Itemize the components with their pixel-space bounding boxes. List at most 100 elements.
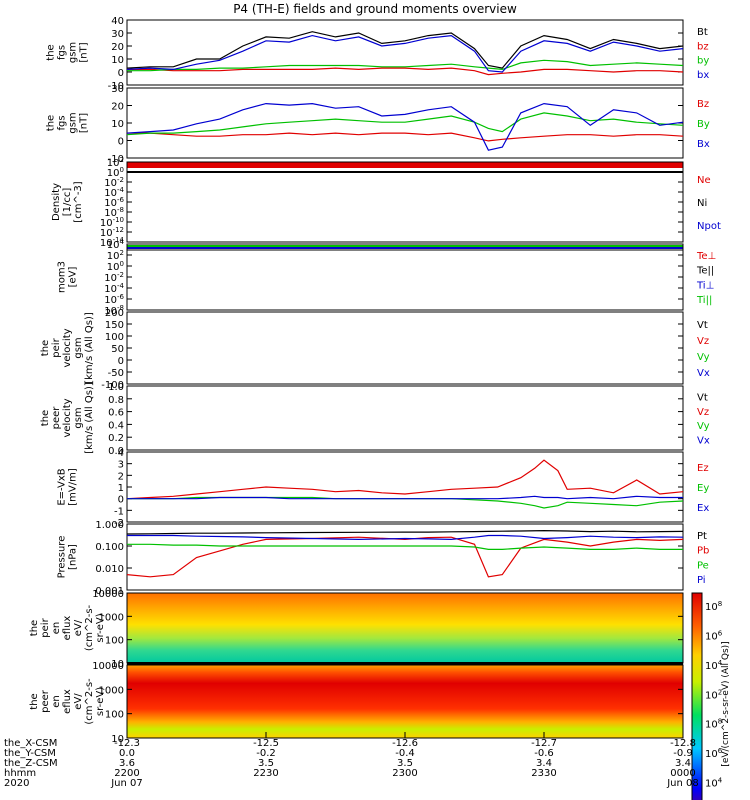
legend-Vz: Vz — [697, 336, 709, 347]
panel-frame — [126, 243, 684, 311]
y-axis-label: peer — [40, 689, 51, 713]
panel-frame — [126, 385, 684, 451]
y-tick-label: 0.8 — [108, 395, 124, 406]
y-axis-label: the — [40, 410, 51, 426]
y-axis-label: fgs — [57, 115, 68, 130]
y-tick-label: -100 — [101, 380, 124, 391]
x-tick-label: -12.5 — [253, 738, 279, 749]
colorbar-label: [eV/(cm^2-s-sr-eV) (All Qs)] — [721, 641, 731, 766]
y-axis-label: peir — [40, 617, 51, 637]
series-bx — [126, 34, 684, 73]
y-tick-label: 10-8 — [104, 304, 124, 317]
figure-title: P4 (TH-E) fields and ground moments over… — [233, 2, 517, 16]
y-axis-label: [nPa] — [68, 544, 79, 570]
panel-peer_eflux: 10000 1000 100 10 the peer en eflux eV/(cm^2-s-s… — [29, 661, 684, 745]
x-tick-label: 3.5 — [397, 758, 413, 769]
y-tick-label: -1 — [114, 506, 124, 517]
y-tick-label: 10000 — [92, 661, 124, 672]
y-tick-label: 10-4 — [104, 282, 124, 295]
legend-Vy: Vy — [697, 352, 710, 363]
legend-Vt: Vt — [697, 320, 708, 331]
y-tick-label: 10-6 — [104, 293, 124, 306]
colorbar-tick-label: 106 — [705, 629, 723, 642]
legend-By: By — [697, 119, 710, 130]
y-tick-label: 0.4 — [108, 420, 124, 431]
density-ne-band — [127, 162, 683, 168]
x-tick-label: 3.4 — [675, 758, 691, 769]
legend-Ti⊥: Ti⊥ — [696, 280, 714, 291]
x-tick-label: -12.3 — [114, 738, 140, 749]
series-Ex — [127, 495, 683, 500]
x-tick-label: -12.7 — [531, 738, 557, 749]
y-tick-label: 20 — [111, 102, 124, 113]
y-axis-label: [mV/m] — [68, 468, 79, 506]
y-tick-label: 100 — [107, 166, 124, 179]
y-axis-label: peir — [51, 337, 62, 357]
series-By — [126, 112, 684, 136]
legend-Vx: Vx — [697, 435, 710, 446]
y-tick-label: 0 — [118, 68, 124, 79]
y-tick-label: 0.010 — [95, 564, 124, 575]
legend-Te||: Te|| — [696, 266, 714, 277]
y-tick-label: -2 — [114, 518, 124, 529]
y-tick-label: 100 — [107, 260, 124, 273]
y-tick-label: 0 — [118, 495, 124, 506]
x-axis-row-label: the_Y-CSM — [4, 748, 56, 759]
legend-by: by — [697, 56, 709, 67]
y-tick-label: 4 — [118, 448, 124, 459]
series-bz — [127, 67, 684, 76]
y-axis-label: the — [29, 620, 40, 636]
x-tick-label: 3.4 — [536, 758, 552, 769]
y-tick-label: -10 — [108, 154, 124, 165]
y-axis-label: gsm — [73, 407, 84, 428]
x-tick-label: 2330 — [531, 768, 556, 779]
legend-Vz: Vz — [697, 407, 709, 418]
y-axis-label: the — [40, 340, 51, 356]
panel-frame — [126, 87, 684, 159]
series-Ez — [126, 459, 684, 500]
legend-Pi: Pi — [697, 575, 706, 586]
y-axis-label: eV/ — [73, 619, 84, 636]
y-tick-label: 1000 — [99, 685, 124, 696]
y-tick-label: 0.001 — [95, 586, 124, 597]
panel-peir_eflux: 10000 1000 100 10 the peir en eflux eV/(cm^2-s-s… — [29, 589, 684, 670]
x-tick-label: -0.2 — [256, 748, 276, 759]
y-tick-label: 10-14 — [100, 236, 125, 249]
panel-frame — [126, 451, 684, 523]
legend-Ez: Ez — [697, 463, 709, 474]
series-Pi — [127, 534, 684, 541]
y-axis-label: [eV] — [68, 267, 79, 288]
colorbar-tick-label: 108 — [705, 718, 722, 731]
y-axis-label: the — [46, 115, 57, 131]
panel-pressure: 1.000 0.100 0.010 0.001 Pressure [nPa] Pt Pb Pe P… — [57, 520, 710, 597]
y-tick-label: 3 — [118, 460, 124, 471]
legend-Te⊥: Te⊥ — [696, 251, 716, 262]
y-tick-label: 0.2 — [108, 433, 124, 444]
x-tick-label: 2230 — [253, 768, 278, 779]
legend-Pb: Pb — [697, 546, 709, 557]
x-tick-label: -0.9 — [673, 748, 693, 759]
y-axis-label: gsm — [73, 337, 84, 358]
x-tick-label: -12.6 — [392, 738, 418, 749]
y-axis-label: (cm^2-s- — [84, 678, 95, 725]
y-tick-label: 104 — [107, 238, 125, 251]
legend-Pt: Pt — [697, 531, 707, 542]
x-tick-label: 0000 — [670, 768, 695, 779]
panel-frame — [126, 19, 684, 86]
legend-Npot: Npot — [697, 221, 721, 232]
x-tick-label: Jun 07 — [110, 778, 143, 789]
x-tick-label: 3.5 — [258, 758, 274, 769]
legend-Ey: Ey — [697, 483, 709, 494]
y-axis-label: [km/s (All Qs)] — [84, 312, 95, 384]
y-tick-label: 200 — [105, 308, 124, 319]
y-tick-label: 0.100 — [95, 542, 124, 553]
y-axis-label: sr-eV) — [95, 687, 106, 716]
x-tick-label: -12.8 — [670, 738, 696, 749]
y-tick-label: 10-10 — [100, 216, 124, 229]
y-axis-label: [nT] — [79, 42, 90, 62]
y-axis-label: [1/cc] — [62, 188, 73, 217]
y-tick-label: 150 — [105, 320, 124, 331]
y-tick-label: -50 — [108, 368, 124, 379]
colorbar-tick-label: 106 — [705, 747, 723, 760]
x-axis-row-label: the_Z-CSM — [4, 758, 58, 769]
